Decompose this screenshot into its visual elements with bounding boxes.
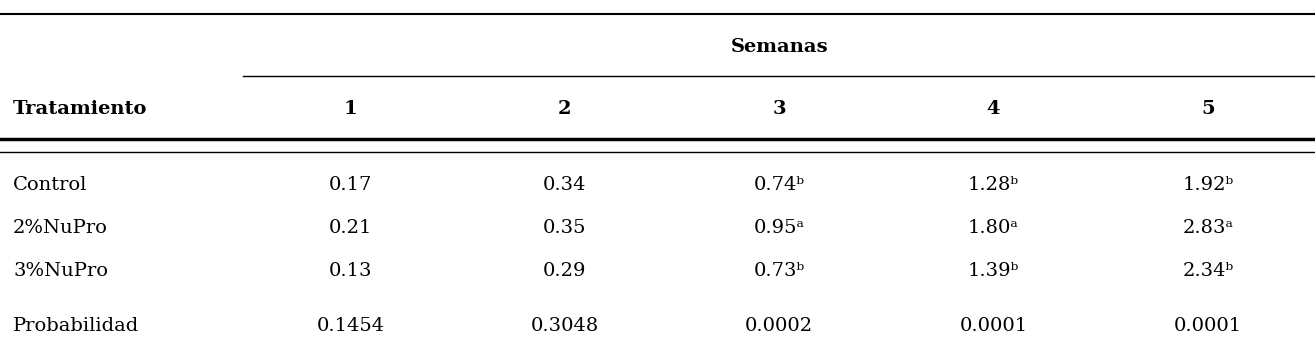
Text: 4: 4 bbox=[986, 100, 1001, 118]
Text: 0.95ᵃ: 0.95ᵃ bbox=[753, 219, 805, 237]
Text: Probabilidad: Probabilidad bbox=[13, 317, 139, 335]
Text: 2.34ᵇ: 2.34ᵇ bbox=[1182, 262, 1233, 281]
Text: 1.39ᵇ: 1.39ᵇ bbox=[968, 262, 1019, 281]
Text: 0.0002: 0.0002 bbox=[746, 317, 813, 335]
Text: 5: 5 bbox=[1201, 100, 1215, 118]
Text: 0.0001: 0.0001 bbox=[1174, 317, 1241, 335]
Text: Control: Control bbox=[13, 176, 88, 194]
Text: 3%NuPro: 3%NuPro bbox=[13, 262, 108, 281]
Text: Tratamiento: Tratamiento bbox=[13, 100, 147, 118]
Text: Semanas: Semanas bbox=[730, 38, 828, 56]
Text: 0.0001: 0.0001 bbox=[960, 317, 1027, 335]
Text: 0.29: 0.29 bbox=[543, 262, 586, 281]
Text: 0.3048: 0.3048 bbox=[531, 317, 598, 335]
Text: 0.1454: 0.1454 bbox=[317, 317, 384, 335]
Text: 0.74ᵇ: 0.74ᵇ bbox=[753, 176, 805, 194]
Text: 2: 2 bbox=[558, 100, 572, 118]
Text: 0.13: 0.13 bbox=[329, 262, 372, 281]
Text: 2%NuPro: 2%NuPro bbox=[13, 219, 108, 237]
Text: 3: 3 bbox=[772, 100, 786, 118]
Text: 0.21: 0.21 bbox=[329, 219, 372, 237]
Text: 0.73ᵇ: 0.73ᵇ bbox=[753, 262, 805, 281]
Text: 0.35: 0.35 bbox=[543, 219, 586, 237]
Text: 0.17: 0.17 bbox=[329, 176, 372, 194]
Text: 2.83ᵃ: 2.83ᵃ bbox=[1182, 219, 1233, 237]
Text: 1: 1 bbox=[343, 100, 358, 118]
Text: 1.80ᵃ: 1.80ᵃ bbox=[968, 219, 1019, 237]
Text: 1.92ᵇ: 1.92ᵇ bbox=[1182, 176, 1233, 194]
Text: 0.34: 0.34 bbox=[543, 176, 586, 194]
Text: 1.28ᵇ: 1.28ᵇ bbox=[968, 176, 1019, 194]
